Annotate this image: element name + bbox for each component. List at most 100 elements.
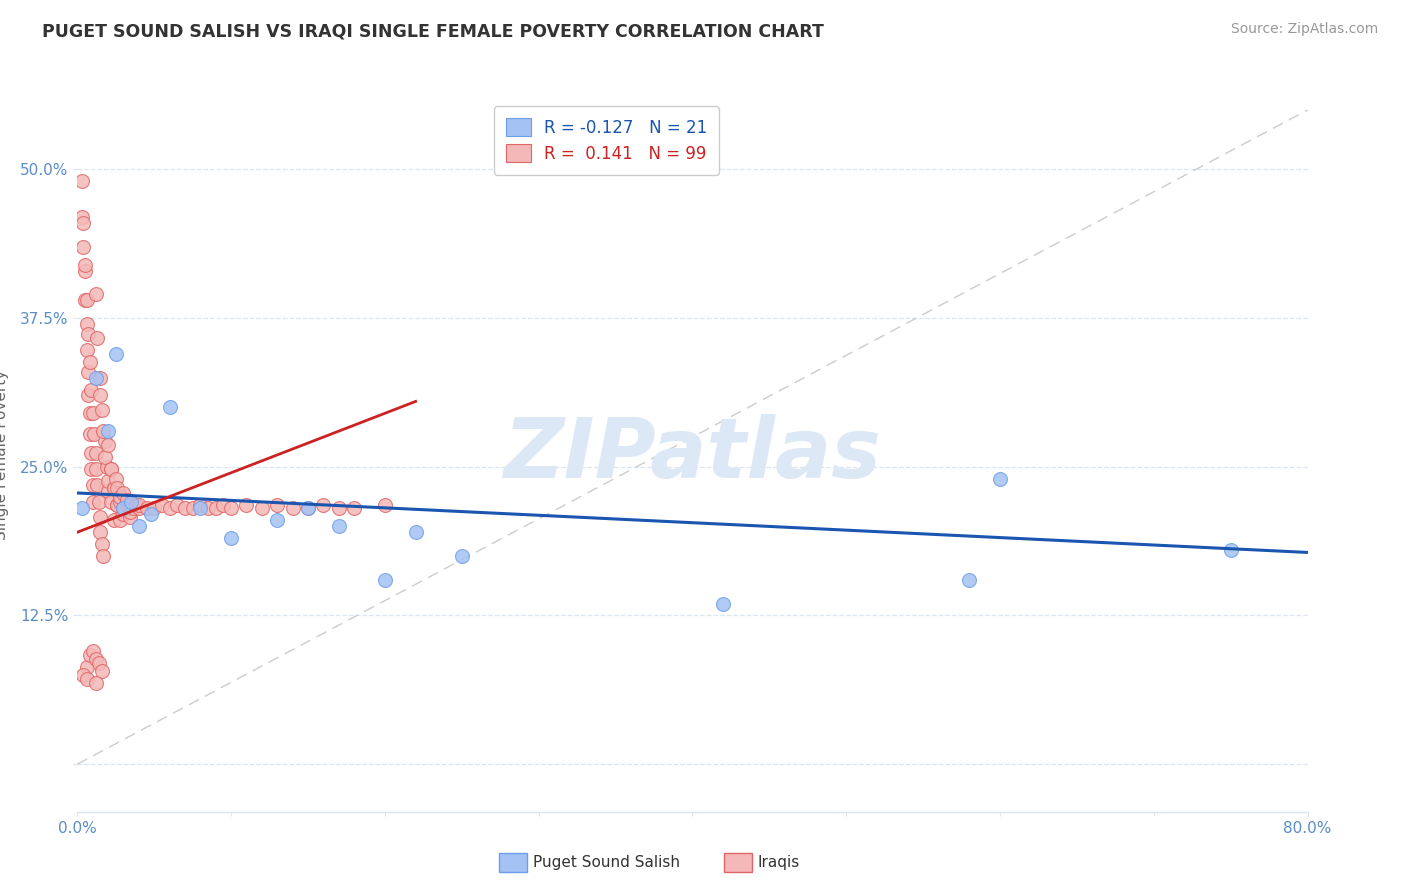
Point bbox=[90, 402, 114, 417]
Point bbox=[84, 370, 107, 384]
Point bbox=[100, 462, 122, 476]
Point bbox=[97, 474, 120, 488]
Point bbox=[89, 509, 111, 524]
Point bbox=[103, 481, 125, 495]
Point bbox=[90, 537, 114, 551]
Point bbox=[72, 216, 94, 230]
Point bbox=[115, 498, 138, 512]
Point bbox=[450, 549, 472, 563]
Point bbox=[405, 525, 427, 540]
Point bbox=[105, 498, 128, 512]
Point bbox=[118, 498, 141, 512]
Point bbox=[266, 498, 288, 512]
Point bbox=[250, 501, 273, 516]
Point bbox=[174, 501, 197, 516]
Point bbox=[84, 445, 107, 459]
Point bbox=[97, 483, 120, 498]
Point bbox=[77, 388, 100, 402]
Point bbox=[76, 672, 98, 686]
Point bbox=[957, 573, 980, 587]
Point bbox=[374, 498, 396, 512]
Point bbox=[143, 501, 166, 516]
Point bbox=[281, 501, 304, 516]
Point bbox=[86, 331, 108, 345]
Legend: R = -0.127   N = 21, R =  0.141   N = 99: R = -0.127 N = 21, R = 0.141 N = 99 bbox=[494, 106, 718, 175]
Point bbox=[159, 401, 181, 415]
Point bbox=[188, 501, 212, 516]
Point bbox=[82, 477, 104, 491]
Point bbox=[79, 355, 101, 369]
Point bbox=[328, 501, 350, 516]
Point bbox=[110, 490, 132, 504]
Point bbox=[89, 525, 111, 540]
Point bbox=[82, 644, 104, 658]
Point bbox=[79, 406, 101, 420]
Point bbox=[141, 508, 163, 522]
Point bbox=[73, 293, 96, 308]
Point bbox=[94, 434, 117, 448]
Text: Puget Sound Salish: Puget Sound Salish bbox=[533, 855, 681, 870]
Point bbox=[97, 424, 120, 438]
Text: ZIPatlas: ZIPatlas bbox=[503, 415, 882, 495]
Point bbox=[72, 240, 94, 254]
Point bbox=[76, 659, 98, 673]
Point bbox=[93, 424, 115, 438]
Point bbox=[89, 370, 111, 384]
Point bbox=[94, 450, 117, 465]
Point bbox=[72, 668, 94, 682]
Point bbox=[76, 317, 98, 331]
Point bbox=[219, 501, 242, 516]
Point bbox=[87, 495, 110, 509]
Point bbox=[115, 493, 138, 508]
Point bbox=[87, 656, 110, 670]
Point bbox=[235, 498, 257, 512]
Point bbox=[96, 459, 118, 474]
Point bbox=[212, 498, 235, 512]
Point bbox=[150, 498, 173, 512]
Point bbox=[188, 498, 212, 512]
Point bbox=[103, 513, 125, 527]
Point bbox=[181, 501, 204, 516]
Point bbox=[112, 508, 135, 522]
Point bbox=[104, 472, 127, 486]
Point bbox=[80, 383, 103, 397]
Point bbox=[76, 343, 98, 358]
Point bbox=[125, 498, 148, 512]
Point bbox=[112, 501, 135, 516]
Point bbox=[86, 477, 108, 491]
Point bbox=[84, 287, 107, 301]
Point bbox=[118, 505, 141, 519]
Point bbox=[204, 501, 226, 516]
Point bbox=[197, 501, 219, 516]
Point bbox=[93, 549, 115, 563]
Point bbox=[112, 501, 135, 516]
Point bbox=[108, 486, 131, 500]
Point bbox=[84, 462, 107, 476]
Point bbox=[1219, 543, 1241, 558]
Point bbox=[83, 426, 105, 441]
Point bbox=[100, 462, 122, 476]
Point bbox=[343, 501, 366, 516]
Point bbox=[105, 481, 128, 495]
Point bbox=[135, 501, 157, 516]
Point bbox=[79, 426, 101, 441]
Point bbox=[103, 481, 125, 495]
Point bbox=[988, 472, 1011, 486]
Point bbox=[219, 531, 242, 545]
Point bbox=[77, 365, 100, 379]
Point bbox=[76, 293, 98, 308]
Point bbox=[105, 498, 128, 512]
Point bbox=[70, 174, 93, 188]
Point bbox=[77, 326, 100, 341]
Y-axis label: Single Female Poverty: Single Female Poverty bbox=[0, 370, 8, 540]
Point bbox=[89, 388, 111, 402]
Point bbox=[120, 495, 142, 509]
Point bbox=[80, 462, 103, 476]
Point bbox=[90, 665, 114, 679]
Point bbox=[112, 486, 135, 500]
Point bbox=[110, 495, 132, 509]
Point bbox=[79, 648, 101, 662]
Point bbox=[328, 519, 350, 533]
Point bbox=[70, 501, 93, 516]
Point bbox=[84, 676, 107, 690]
